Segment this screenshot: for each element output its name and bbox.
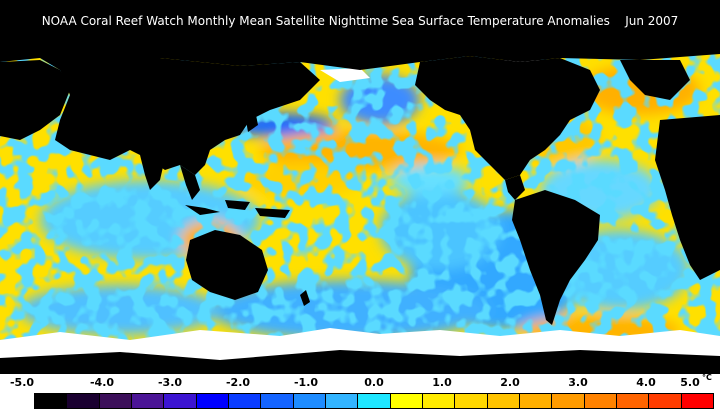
colorbar-swatch <box>649 394 682 408</box>
colorbar-swatch <box>584 394 617 408</box>
colorbar-tick-labels: -5.0 -4.0 -3.0 -2.0 -1.0 0.0 1.0 2.0 3.0 4.0 5.0 °C <box>0 373 720 392</box>
colorbar-tick-label: 3.0 <box>568 376 588 389</box>
colorbar-swatch <box>228 394 262 408</box>
colorbar-swatch <box>261 394 294 408</box>
colorbar-swatch <box>293 394 326 408</box>
colorbar-tick-label: 5.0 <box>680 376 700 389</box>
colorbar-swatch <box>325 394 359 408</box>
colorbar-unit-label: °C <box>702 373 712 382</box>
map-title: NOAA Coral Reef Watch Monthly Mean Satel… <box>0 0 720 40</box>
colorbar-swatch <box>358 394 391 408</box>
colorbar-swatch <box>164 394 197 408</box>
colorbar-swatch <box>681 394 713 408</box>
colorbar-swatch <box>196 394 229 408</box>
colorbar-tick-label: 4.0 <box>636 376 656 389</box>
colorbar-tick-label: 2.0 <box>500 376 520 389</box>
colorbar-swatch <box>519 394 553 408</box>
colorbar-swatch <box>67 394 100 408</box>
colorbar <box>34 393 714 409</box>
colorbar-swatch <box>35 394 68 408</box>
colorbar-swatch <box>616 394 650 408</box>
title-text: NOAA Coral Reef Watch Monthly Mean Satel… <box>41 14 610 28</box>
colorbar-tick-label: -2.0 <box>225 376 251 389</box>
colorbar-swatch <box>390 394 423 408</box>
title-date: Jun 2007 <box>625 14 679 28</box>
colorbar-swatch <box>131 394 165 408</box>
colorbar-swatch <box>487 394 520 408</box>
colorbar-tick-label: -3.0 <box>157 376 183 389</box>
land-masses <box>0 40 720 374</box>
title-gap <box>610 14 625 28</box>
colorbar-swatch <box>552 394 585 408</box>
colorbar-tick-label: -4.0 <box>89 376 115 389</box>
colorbar-swatch <box>99 394 132 408</box>
sst-anomaly-map <box>0 40 720 374</box>
colorbar-tick-label: 1.0 <box>432 376 452 389</box>
colorbar-tick-label: 0.0 <box>364 376 384 389</box>
colorbar-tick-label: -5.0 <box>9 376 35 389</box>
colorbar-tick-label: -1.0 <box>293 376 319 389</box>
colorbar-swatch <box>422 394 456 408</box>
colorbar-swatch <box>455 394 488 408</box>
